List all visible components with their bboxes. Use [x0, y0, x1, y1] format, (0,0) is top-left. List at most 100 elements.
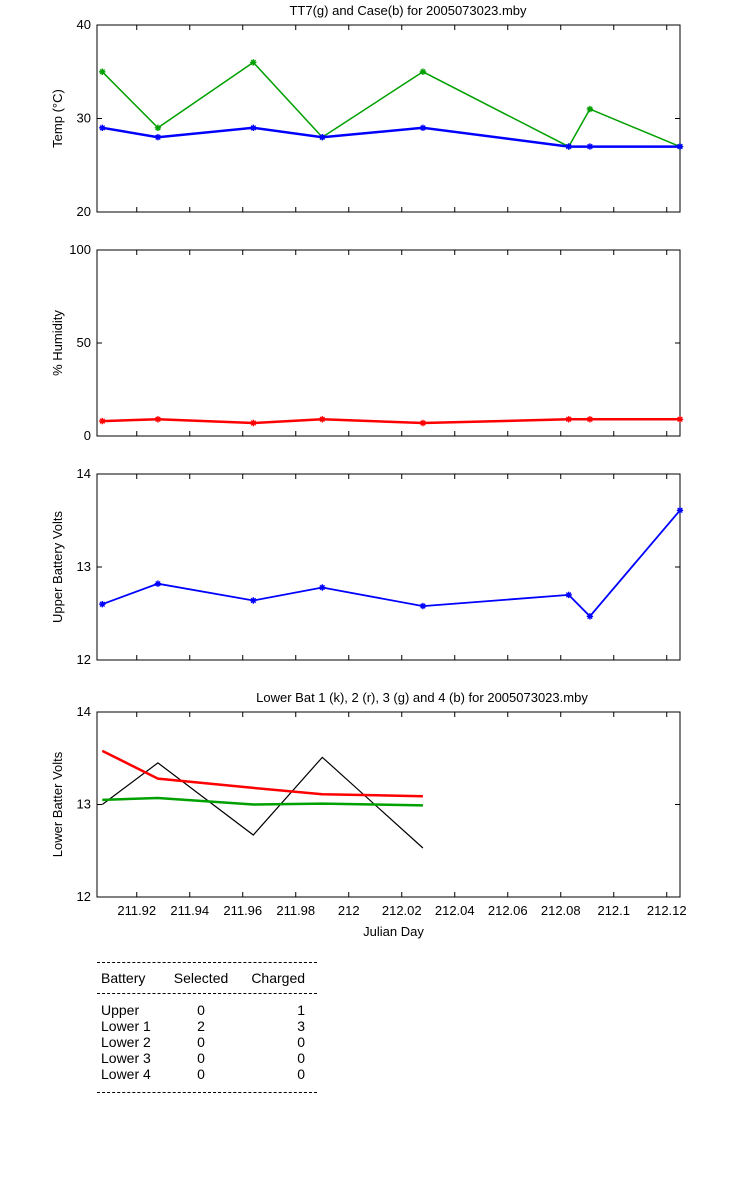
data-point — [154, 580, 162, 587]
table-row: Lower 3 0 0 — [97, 1050, 317, 1066]
y-tick-label: 14 — [77, 704, 91, 719]
series-line — [101, 509, 681, 618]
table-header-row: Battery Selected Charged — [97, 963, 317, 993]
x-tick-label: 211.96 — [223, 903, 262, 918]
y-tick-label: 13 — [77, 797, 91, 812]
charged-value: 0 — [297, 1066, 306, 1082]
battery-table: Battery Selected Charged Upper 0 1 Lower… — [97, 962, 317, 1093]
y-tick-label: 40 — [77, 17, 91, 32]
y-tick-label: 30 — [77, 111, 91, 126]
data-point — [586, 416, 594, 423]
x-tick-label: 211.98 — [276, 903, 315, 918]
data-point — [676, 416, 684, 423]
table-row: Lower 2 0 0 — [97, 1034, 317, 1050]
humidity-plot-frame — [96, 249, 681, 437]
y-tick-label: 20 — [77, 204, 91, 219]
data-point — [250, 124, 257, 131]
selected-value: 0 — [197, 1002, 205, 1018]
y-tick-label: 13 — [77, 559, 91, 574]
data-point — [419, 419, 427, 427]
data-point — [99, 124, 106, 131]
x-tick-label: 212.04 — [435, 903, 475, 918]
data-point — [154, 124, 162, 131]
data-point — [419, 124, 427, 131]
series-line — [102, 796, 423, 807]
y-tick-label: 100 — [69, 242, 91, 257]
charts-svg: 20 30 40 TT7(g) and Case(b) for 2005073023.… — [50, 3, 687, 939]
temp-plot-frame — [96, 24, 681, 213]
table-row: Lower 1 2 3 — [97, 1018, 317, 1034]
y-tick-label: 50 — [77, 335, 91, 350]
charged-value: 0 — [297, 1034, 306, 1050]
upper-battery-plot-frame — [96, 473, 681, 661]
lower-battery-ylabel: Lower Batter Volts — [50, 751, 65, 857]
data-point — [319, 134, 326, 141]
temp-ylabel: Temp (°C) — [50, 89, 65, 148]
data-point — [676, 143, 684, 150]
table-row: Lower 4 0 0 — [97, 1066, 317, 1082]
header-battery: Battery — [101, 970, 146, 986]
data-point — [250, 419, 257, 427]
lower-battery-chart — [96, 711, 681, 898]
data-point — [586, 143, 594, 150]
humidity-chart — [96, 249, 684, 437]
data-point — [99, 417, 106, 425]
table-top-rule — [97, 962, 317, 963]
data-point — [319, 416, 326, 423]
humidity-ylabel: % Humidity — [50, 310, 65, 376]
data-point — [154, 134, 162, 141]
battery-name: Lower 3 — [101, 1050, 151, 1066]
table-header-rule — [97, 993, 317, 994]
table-row: Upper 0 1 — [97, 1002, 317, 1018]
y-tick-label: 0 — [84, 428, 91, 443]
y-tick-label: 12 — [77, 652, 91, 667]
x-tick-label: 212.08 — [541, 903, 581, 918]
x-tick-label: 212.02 — [382, 903, 422, 918]
battery-name: Lower 2 — [101, 1034, 151, 1050]
data-point — [676, 507, 684, 514]
data-point — [565, 416, 572, 423]
y-tick-label: 14 — [77, 466, 91, 481]
x-tick-label: 211.92 — [117, 903, 156, 918]
upper-battery-ylabel: Upper Battery Volts — [50, 511, 65, 623]
selected-value: 2 — [197, 1018, 205, 1034]
temp-chart — [96, 24, 684, 213]
data-point — [419, 68, 427, 75]
series-line — [101, 61, 681, 148]
data-point — [99, 68, 106, 75]
data-point — [586, 613, 594, 620]
header-selected: Selected — [173, 970, 229, 986]
series-line — [101, 756, 424, 849]
data-point — [565, 143, 572, 150]
x-tick-label: 211.94 — [170, 903, 209, 918]
y-tick-label: 12 — [77, 889, 91, 904]
data-point — [250, 597, 257, 604]
data-point — [154, 416, 162, 423]
selected-value: 0 — [197, 1050, 205, 1066]
temp-title: TT7(g) and Case(b) for 2005073023.mby — [289, 3, 527, 18]
x-tick-label: 212.06 — [488, 903, 528, 918]
charged-value: 3 — [297, 1018, 306, 1034]
selected-value: 0 — [197, 1034, 205, 1050]
battery-name: Lower 4 — [101, 1066, 151, 1082]
upper-battery-chart — [96, 473, 684, 661]
series-line — [102, 126, 680, 148]
data-point — [319, 584, 326, 591]
header-charged: Charged — [251, 970, 306, 986]
data-point — [99, 601, 106, 608]
x-tick-label: 212 — [338, 903, 360, 918]
x-tick-label: 212.1 — [597, 903, 630, 918]
x-tick-label: 212.12 — [647, 903, 687, 918]
charged-value: 0 — [297, 1050, 306, 1066]
battery-name: Lower 1 — [101, 1018, 151, 1034]
series-line — [101, 749, 423, 798]
data-point — [250, 59, 257, 66]
lower-battery-xlabel: Julian Day — [363, 924, 424, 939]
table-bottom-rule — [97, 1092, 317, 1093]
selected-value: 0 — [197, 1066, 205, 1082]
lower-battery-title: Lower Bat 1 (k), 2 (r), 3 (g) and 4 (b) … — [256, 690, 588, 705]
data-point — [586, 105, 594, 113]
series-line — [102, 418, 680, 425]
data-point — [419, 602, 427, 610]
charged-value: 1 — [297, 1002, 306, 1018]
